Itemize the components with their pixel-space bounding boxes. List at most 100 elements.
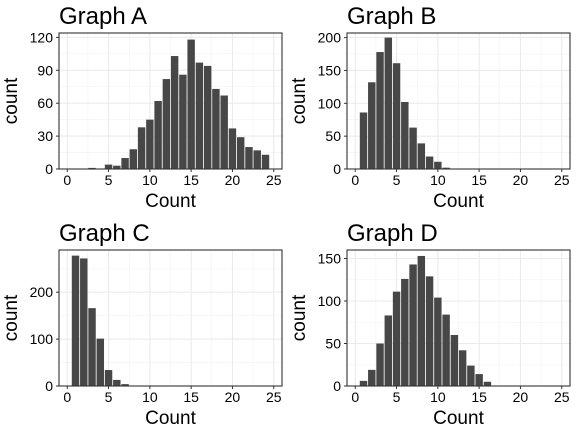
bar — [426, 276, 433, 386]
bar — [401, 102, 408, 169]
x-tick-label: 15 — [471, 389, 487, 405]
x-tick-label: 0 — [63, 389, 71, 405]
y-tick-label: 120 — [30, 29, 54, 45]
y-tick-label: 0 — [333, 161, 341, 177]
y-tick-label: 0 — [45, 378, 53, 394]
x-axis-title: Count — [433, 191, 484, 212]
bar — [179, 75, 186, 169]
x-tick-label: 15 — [183, 172, 199, 188]
bar — [418, 143, 425, 169]
bar — [376, 52, 383, 169]
x-tick-label: 5 — [393, 389, 401, 405]
chart-title: Graph A — [59, 3, 147, 30]
bar — [80, 258, 87, 386]
chart-title: Graph C — [59, 220, 150, 247]
x-tick-label: 5 — [105, 389, 113, 405]
x-tick-label: 10 — [430, 389, 446, 405]
x-axis-title: Count — [433, 408, 484, 429]
bar — [245, 147, 252, 169]
bar — [434, 298, 441, 386]
bar — [368, 82, 375, 169]
chart-title: Graph D — [347, 220, 438, 247]
x-tick-label: 20 — [513, 172, 529, 188]
bar — [475, 374, 482, 386]
bar — [368, 370, 375, 386]
x-tick-label: 10 — [142, 389, 158, 405]
x-tick-label: 0 — [351, 389, 359, 405]
bar — [171, 56, 178, 169]
bar — [360, 381, 367, 386]
x-tick-label: 0 — [351, 172, 359, 188]
bar — [88, 308, 95, 386]
bar — [196, 63, 203, 169]
bar — [105, 370, 112, 386]
bar — [229, 128, 236, 169]
x-tick-label: 20 — [225, 389, 241, 405]
bar — [409, 264, 416, 386]
x-axis-title: Count — [145, 408, 196, 429]
chart-title: Graph B — [347, 3, 436, 30]
bar — [163, 79, 170, 169]
y-tick-label: 0 — [333, 378, 341, 394]
y-tick-label: 30 — [37, 128, 53, 144]
panel-4: 0 5 10 15 20 25050100150CountcountGraph D — [289, 220, 570, 429]
x-tick-label: 20 — [225, 172, 241, 188]
bar — [393, 63, 400, 169]
bar — [130, 149, 137, 169]
y-tick-label: 90 — [37, 62, 53, 78]
x-tick-label: 25 — [554, 172, 570, 188]
panel-2: 0 5 10 15 20 25 0 50 100 150 200 Count count Graph B — [289, 3, 570, 212]
x-tick-label: 10 — [142, 172, 158, 188]
x-tick-label: 5 — [393, 172, 401, 188]
bar — [393, 292, 400, 386]
bar — [105, 165, 112, 169]
bar — [72, 256, 79, 386]
y-tick-label: 100 — [30, 331, 54, 347]
x-tick-label: 15 — [471, 172, 487, 188]
bar — [262, 155, 269, 169]
bar — [467, 366, 474, 386]
bar — [97, 339, 104, 386]
bar — [442, 315, 449, 386]
y-tick-label: 150 — [318, 251, 342, 267]
x-tick-label: 5 — [105, 172, 113, 188]
y-tick-label: 0 — [45, 161, 53, 177]
bar — [237, 137, 244, 169]
x-axis-title: Count — [145, 191, 196, 212]
bar — [385, 315, 392, 386]
bar — [187, 40, 194, 169]
x-tick-label: 25 — [266, 389, 282, 405]
bar — [426, 157, 433, 169]
bar — [254, 150, 261, 169]
y-axis-title: count — [1, 77, 22, 124]
bar — [459, 350, 466, 386]
bar — [138, 127, 145, 169]
y-tick-label: 200 — [318, 30, 342, 46]
bar — [451, 335, 458, 386]
y-axis-title: count — [289, 77, 310, 124]
y-tick-label: 100 — [318, 95, 342, 111]
y-tick-label: 50 — [325, 336, 341, 352]
y-tick-label: 50 — [325, 128, 341, 144]
bar — [484, 382, 491, 386]
x-tick-label: 25 — [554, 389, 570, 405]
x-tick-label: 15 — [183, 389, 199, 405]
bar — [385, 38, 392, 169]
bar — [409, 128, 416, 169]
bar — [360, 112, 367, 169]
y-tick-label: 100 — [318, 293, 342, 309]
bar — [121, 158, 128, 169]
y-tick-label: 150 — [318, 62, 342, 78]
bar — [418, 256, 425, 386]
x-tick-label: 0 — [63, 172, 71, 188]
y-tick-label: 60 — [37, 95, 53, 111]
bar — [434, 162, 441, 169]
x-tick-label: 25 — [266, 172, 282, 188]
bar — [212, 89, 219, 169]
bar — [204, 66, 211, 169]
bar — [220, 96, 227, 169]
x-tick-label: 10 — [430, 172, 446, 188]
y-axis-title: count — [289, 294, 310, 341]
bar — [113, 380, 120, 386]
